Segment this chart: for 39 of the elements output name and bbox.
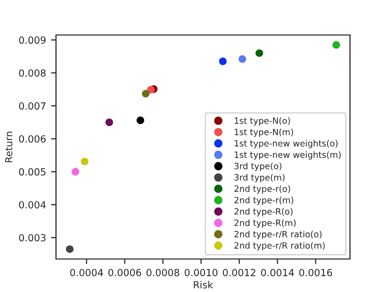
x-tick-label: 0.0010 [184, 268, 218, 276]
point [80, 158, 88, 166]
legend-label: 2nd type-r/R ratio(m) [234, 242, 325, 250]
legend-label: 3rd type(m) [234, 174, 284, 182]
y-tick-label: 0.007 [19, 102, 46, 110]
y-tick-label: 0.004 [19, 201, 46, 208]
point [147, 86, 155, 94]
legend-label: 3rd type(o) [234, 162, 282, 171]
x-tick-label: 0.0012 [222, 268, 256, 276]
legend-label: 1st type-new weights(m) [234, 151, 341, 160]
point [142, 90, 150, 98]
x-tick-label: 0.0008 [146, 268, 180, 276]
point [72, 168, 80, 176]
legend-label: 1st type-N(m) [234, 128, 294, 137]
legend-label: 2nd type-R(o) [234, 208, 293, 216]
legend-label: 2nd type-R(m) [234, 219, 296, 228]
point [105, 118, 114, 126]
x-tick-label: 0.0004 [70, 268, 104, 276]
x-tick-label: 0.0006 [108, 268, 142, 276]
point [136, 116, 144, 124]
y-tick-label: 0.008 [19, 69, 46, 77]
y-tick-label: 0.003 [19, 234, 46, 242]
legend-label: 1st type-N(o) [234, 117, 290, 126]
y-tick-label: 0.005 [19, 168, 46, 176]
x-axis-title: Risk [194, 280, 214, 288]
legend-label: 2nd type-r/R ratio(o) [234, 230, 322, 240]
legend-label: 2nd type-r(o) [234, 185, 290, 194]
point [332, 41, 340, 49]
point [256, 49, 264, 57]
y-tick-label: 0.006 [19, 135, 46, 143]
point [219, 58, 227, 66]
legend-label: 2nd type-r(m) [234, 196, 294, 205]
x-tick-label: 0.0014 [261, 268, 294, 276]
legend-label: 1st type-new weights(o) [234, 140, 338, 148]
y-axis-title: Return [5, 132, 12, 162]
x-tick-label: 0.0016 [299, 268, 332, 276]
point [238, 55, 246, 63]
y-tick-label: 0.009 [19, 36, 46, 44]
point [66, 245, 74, 253]
